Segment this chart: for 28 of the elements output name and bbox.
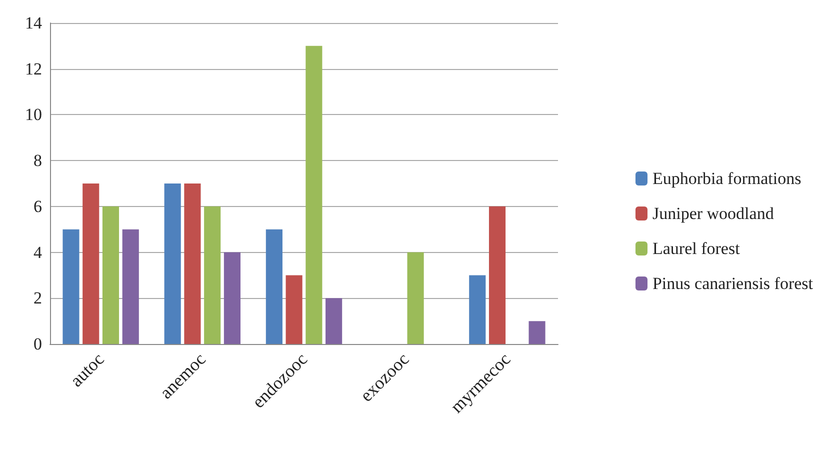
bar xyxy=(528,321,546,344)
bar xyxy=(326,298,342,344)
bar xyxy=(469,275,486,344)
bar xyxy=(184,184,201,344)
y-tick-label: 10 xyxy=(25,105,42,124)
y-tick-label: 0 xyxy=(34,334,42,354)
bar xyxy=(204,206,221,344)
y-tick-label: 4 xyxy=(34,242,42,262)
bar xyxy=(62,229,80,344)
bar xyxy=(122,229,139,344)
legend-label: Juniper woodland xyxy=(652,204,774,223)
y-tick-label: 6 xyxy=(34,196,42,216)
legend-label: Euphorbia formations xyxy=(652,169,802,188)
bar xyxy=(102,206,120,344)
bar xyxy=(306,46,322,344)
bar xyxy=(266,229,282,344)
bar xyxy=(488,206,506,344)
y-tick-label: 8 xyxy=(34,151,42,170)
legend-label: Pinus canariensis forest xyxy=(652,274,814,293)
y-tick-label: 2 xyxy=(34,288,42,308)
legend-label: Laurel forest xyxy=(652,239,740,258)
bar xyxy=(286,275,302,344)
bar xyxy=(82,184,100,344)
bar xyxy=(224,252,240,344)
bar xyxy=(407,252,424,344)
y-tick-label: 14 xyxy=(25,14,42,32)
bar xyxy=(164,184,181,344)
y-tick-label: 12 xyxy=(25,59,42,78)
